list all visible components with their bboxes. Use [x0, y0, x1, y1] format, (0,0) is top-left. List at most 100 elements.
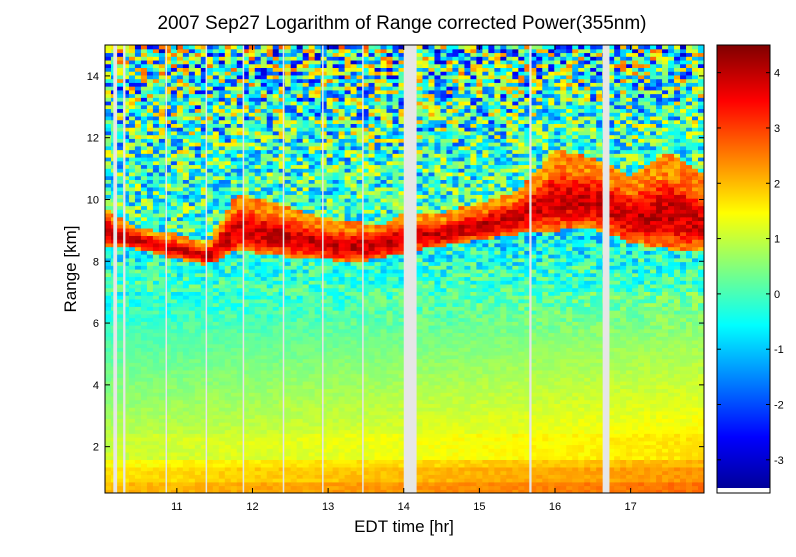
heatmap-cell [524, 381, 531, 386]
heatmap-cell [464, 410, 471, 416]
heatmap-cell [248, 395, 256, 401]
heatmap-cell [518, 392, 525, 397]
heatmap-cell [308, 407, 316, 412]
heatmap-cell [344, 351, 352, 356]
heatmap-cell [590, 310, 597, 315]
heatmap-cell [128, 373, 136, 378]
heatmap-cell [632, 392, 639, 397]
heatmap-cell [338, 451, 346, 457]
heatmap-cell [254, 321, 262, 326]
heatmap-cell [494, 313, 501, 319]
heatmap-cell [140, 384, 148, 390]
heatmap-cell [308, 478, 316, 483]
heatmap-cell [668, 410, 675, 416]
heatmap-cell [140, 463, 148, 468]
heatmap-cell [284, 395, 292, 401]
heatmap-cell [134, 478, 142, 483]
heatmap-cell [656, 433, 663, 438]
heatmap-cell [650, 328, 657, 334]
heatmap-cell [176, 414, 184, 419]
heatmap-cell [422, 373, 430, 378]
heatmap-cell [122, 410, 130, 416]
heatmap-cell [482, 485, 489, 490]
heatmap-cell [200, 485, 208, 490]
heatmap-cell [134, 388, 142, 393]
heatmap-cell [158, 317, 166, 322]
heatmap-cell [548, 381, 555, 386]
heatmap-cell [230, 325, 238, 330]
heatmap-cell [482, 369, 489, 375]
heatmap-cell [686, 444, 693, 449]
heatmap-cell [680, 437, 687, 442]
heatmap-cell [698, 347, 704, 352]
heatmap-cell [572, 339, 579, 345]
heatmap-cell [458, 422, 465, 427]
heatmap-cell [164, 325, 172, 330]
heatmap-cell [422, 433, 430, 438]
heatmap-cell [608, 388, 615, 393]
heatmap-cell [194, 422, 202, 427]
heatmap-cell [212, 463, 220, 468]
heatmap-cell [380, 392, 388, 397]
heatmap-cell [506, 474, 513, 479]
heatmap-cell [224, 437, 232, 442]
heatmap-cell [194, 362, 202, 367]
heatmap-cell [218, 328, 226, 334]
heatmap-cell [626, 339, 633, 345]
heatmap-cell [446, 392, 454, 397]
heatmap-cell [584, 339, 591, 345]
heatmap-cell [470, 317, 477, 322]
heatmap-cell [590, 437, 597, 442]
heatmap-cell [284, 354, 292, 360]
heatmap-cell [278, 384, 286, 390]
heatmap-cell [128, 310, 136, 315]
heatmap-cell [374, 351, 382, 356]
heatmap-cell [464, 481, 471, 487]
heatmap-cell [284, 306, 292, 311]
heatmap-cell [296, 422, 304, 427]
heatmap-cell [344, 459, 352, 464]
heatmap-cell [698, 339, 704, 345]
heatmap-cell [692, 481, 699, 487]
heatmap-cell [350, 478, 358, 483]
heatmap-cell [596, 459, 603, 464]
heatmap-cell [458, 321, 465, 326]
heatmap-cell [698, 429, 704, 434]
heatmap-cell [350, 384, 358, 390]
heatmap-cell [608, 399, 615, 404]
heatmap-cell [140, 343, 148, 348]
heatmap-cell [476, 466, 483, 472]
heatmap-cell [134, 455, 142, 460]
heatmap-cell [146, 381, 154, 386]
heatmap-cell [170, 317, 178, 322]
heatmap-cell [230, 418, 238, 423]
heatmap-cell [548, 339, 555, 345]
heatmap-cell [356, 489, 364, 493]
heatmap-cell [638, 392, 645, 397]
heatmap-cell [680, 336, 687, 341]
heatmap-cell [518, 306, 525, 311]
heatmap-cell [554, 366, 561, 371]
heatmap-cell [560, 433, 567, 438]
heatmap-cell [182, 354, 190, 360]
heatmap-cell [314, 392, 322, 397]
heatmap-cell [146, 437, 154, 442]
heatmap-cell [320, 414, 328, 419]
heatmap-cell [380, 478, 388, 483]
heatmap-cell [446, 474, 454, 479]
heatmap-cell [560, 470, 567, 475]
heatmap-cell [500, 466, 507, 472]
heatmap-cell [164, 425, 172, 431]
heatmap-cell [170, 437, 178, 442]
heatmap-cell [686, 377, 693, 382]
heatmap-cell [176, 459, 184, 464]
heatmap-cell [152, 381, 160, 386]
heatmap-cell [368, 321, 376, 326]
heatmap-cell [146, 317, 154, 322]
heatmap-cell [272, 451, 280, 457]
heatmap-cell [230, 347, 238, 352]
heatmap-cell [656, 362, 663, 367]
heatmap-cell [176, 313, 184, 319]
heatmap-cell [632, 377, 639, 382]
heatmap-cell [674, 332, 681, 337]
